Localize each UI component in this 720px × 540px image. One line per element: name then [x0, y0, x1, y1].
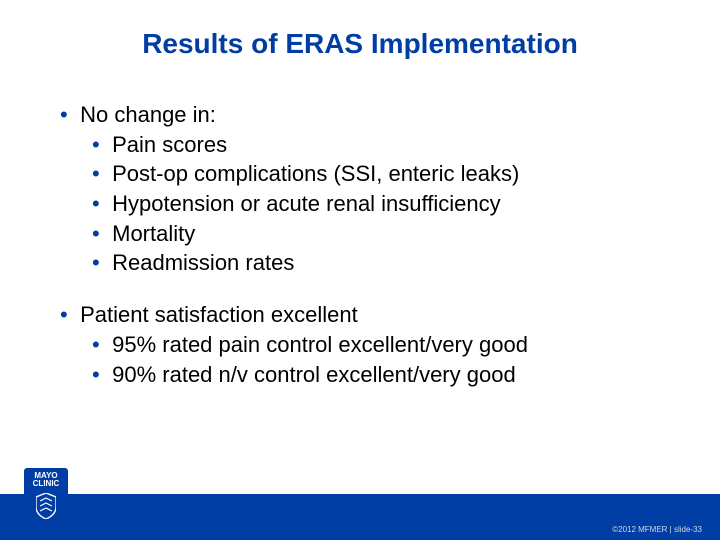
bullet-glyph: • — [92, 330, 106, 360]
bullet-text: Post-op complications (SSI, enteric leak… — [112, 161, 519, 186]
slide-title: Results of ERAS Implementation — [0, 28, 720, 60]
bullet-glyph: • — [60, 300, 74, 330]
bullet-lvl2: • 95% rated pain control excellent/very … — [60, 330, 680, 360]
copyright-footnote: ©2012 MFMER | slide-33 — [612, 525, 702, 534]
bullet-lvl2: • 90% rated n/v control excellent/very g… — [60, 360, 680, 390]
bullet-lvl2: • Hypotension or acute renal insufficien… — [60, 189, 680, 219]
bullet-lvl1: • Patient satisfaction excellent • 95% r… — [60, 300, 680, 389]
mayo-logo: MAYO CLINIC — [24, 468, 68, 524]
bullet-lvl2: • Post-op complications (SSI, enteric le… — [60, 159, 680, 189]
shield-icon — [36, 493, 56, 519]
bullet-text: Hypotension or acute renal insufficiency — [112, 191, 500, 216]
bullet-glyph: • — [92, 219, 106, 249]
bullet-lvl2: • Readmission rates — [60, 248, 680, 278]
bullet-text: No change in: — [80, 102, 216, 127]
bullet-glyph: • — [92, 360, 106, 390]
bullet-text: 90% rated n/v control excellent/very goo… — [112, 362, 516, 387]
bullet-glyph: • — [92, 130, 106, 160]
bullet-text: Pain scores — [112, 132, 227, 157]
bullet-glyph: • — [92, 189, 106, 219]
mayo-logo-bg: MAYO CLINIC — [24, 468, 68, 524]
bullet-glyph: • — [92, 248, 106, 278]
slide-body: • No change in: • Pain scores • Post-op … — [60, 100, 680, 389]
mayo-logo-text: MAYO CLINIC — [24, 472, 68, 489]
logo-line2: CLINIC — [33, 479, 60, 488]
bullet-lvl2: • Pain scores — [60, 130, 680, 160]
slide: Results of ERAS Implementation • No chan… — [0, 0, 720, 540]
bullet-lvl2: • Mortality — [60, 219, 680, 249]
bullet-glyph: • — [60, 100, 74, 130]
bullet-text: Readmission rates — [112, 250, 294, 275]
bullet-glyph: • — [92, 159, 106, 189]
bullet-text: 95% rated pain control excellent/very go… — [112, 332, 528, 357]
bullet-text: Mortality — [112, 221, 195, 246]
footer-bar: MAYO CLINIC ©2012 MFMER | slide-33 — [0, 494, 720, 540]
bullet-lvl1: • No change in: • Pain scores • Post-op … — [60, 100, 680, 278]
bullet-text: Patient satisfaction excellent — [80, 302, 358, 327]
